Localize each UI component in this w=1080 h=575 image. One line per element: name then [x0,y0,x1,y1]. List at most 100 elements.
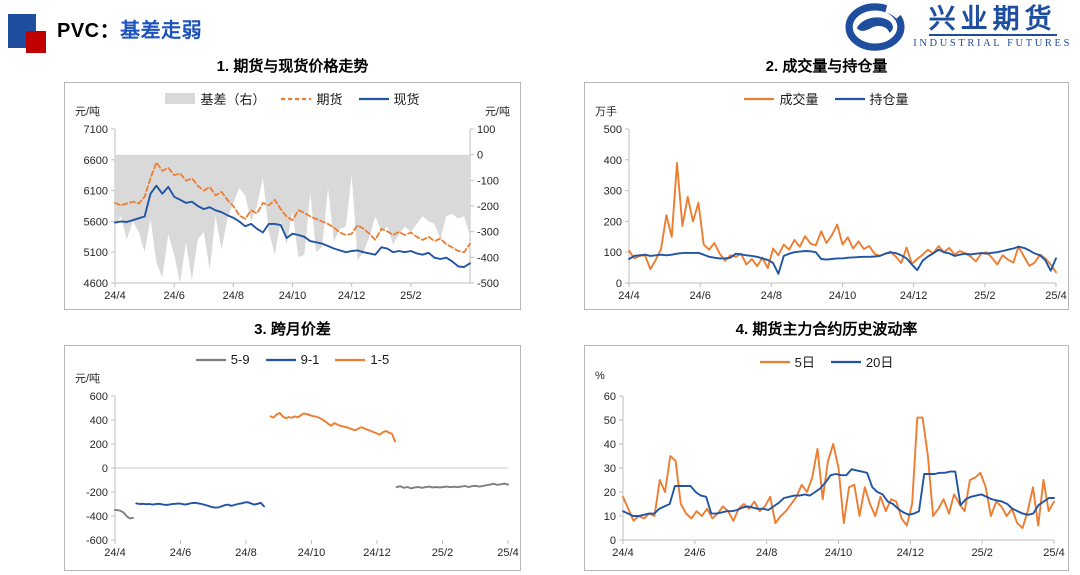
legend-item: 20日 [830,352,894,371]
x-tick-label: 24/10 [298,547,326,559]
series-group [114,154,471,283]
series-line-0 [628,161,1057,274]
chart-svg: 60 50 40 30 20 10 024/4 24/6 24/8 24/10 24/12 25/2 2… [604,391,1065,559]
legend-line-marker-icon [830,360,861,363]
x-tick-label: 25/4 [1043,547,1064,559]
chart-title-4: 4. 期货主力合约历史波动率 [735,321,918,338]
y-tick-label: 5600 [84,216,108,228]
x-tick-label: 24/8 [223,290,244,302]
x-tick-label: 25/2 [974,290,995,302]
chart-section-volatility: 4. 期货主力合约历史波动率 5日 20日% 60 50 40 30 20 10 0 24/4 24… [584,320,1069,571]
x-tick-label: 24/4 [618,290,639,302]
chart-svg: 7100 6600 6100 5600 5100 4600 100 0 -100 -200 -300… [84,124,500,302]
y-tick-label: 4600 [84,278,108,290]
series-group [628,161,1057,275]
legend-item: 期货 [281,89,343,108]
legend-label: 1-5 [370,352,390,367]
y-tick-label: 6100 [84,186,108,198]
chart-legend: 基差（右） 期货 现货 [65,89,520,108]
chart-legend: 5日 20日 [585,352,1068,371]
legend-line-marker-icon [744,97,775,100]
series-line-1 [622,468,1055,517]
chart-panel-price-trend: 基差（右） 期货 现货 元/吨 元/吨 7100 6600 6100 5600 5100 4600 1… [64,82,521,310]
chart-section-volume-oi: 2. 成交量与持仓量 成交量 持仓量 万手 500 400 300 200 100 0 24/4 2… [584,57,1069,310]
legend-item: 9-1 [265,352,319,367]
legend-label: 成交量 [779,92,819,107]
x-tick-label: 24/6 [170,547,191,559]
chart-panel-volume-oi: 成交量 持仓量 万手 500 400 300 200 100 0 24/4 24/6 24/8 24/1… [584,82,1069,310]
series-line-2 [269,411,396,443]
left-axis-unit: % [595,370,605,382]
left-axis-unit: 万手 [595,106,617,118]
legend-label: 期货 [316,92,343,107]
y-tick-label: 0 [102,463,108,475]
page-title: PVC：基差走弱 [57,14,202,43]
chart-panel-calendar-spread: 5-9 9-1 1-5 元/吨 600 400 200 0 -200 -400 -600 24/4 24… [64,345,521,571]
legend-line-marker-icon [265,358,296,361]
x-tick-label: 24/12 [900,290,928,302]
chart-title-3: 3. 跨月价差 [254,321,331,338]
y-tick-label: -200 [86,487,108,499]
legend-item: 基差（右） [165,89,265,108]
right-y-tick-label: -300 [477,227,499,239]
legend-label: 5日 [794,355,815,370]
legend-item: 5-9 [195,352,250,367]
x-tick-label: 24/4 [612,547,633,559]
y-tick-label: 50 [604,415,616,427]
y-tick-label: 6600 [84,155,108,167]
chart-title-2: 2. 成交量与持仓量 [765,58,888,75]
right-y-tick-label: -200 [477,201,499,213]
legend-label: 现货 [393,92,420,107]
legend-item: 成交量 [744,89,819,108]
y-tick-label: 0 [610,535,616,547]
x-tick-label: 24/8 [756,547,777,559]
x-tick-label: 24/10 [279,290,307,302]
x-tick-label: 25/4 [1045,290,1066,302]
legend-line-marker-icon [195,358,226,361]
chart-section-calendar-spread: 3. 跨月价差 5-9 9-1 1-5 元/吨 600 400 200 0 -200 -400 -6… [64,320,521,571]
series-line-0 [622,416,1055,529]
legend-line-marker-icon [759,360,790,363]
y-tick-label: 20 [604,487,616,499]
x-tick-label: 25/4 [497,547,518,559]
y-tick-label: 200 [604,216,622,228]
right-y-tick-label: -100 [477,175,499,187]
y-tick-label: 500 [604,124,622,136]
y-tick-label: 300 [604,186,622,198]
legend-item: 持仓量 [834,89,909,108]
x-tick-label: 24/6 [163,290,184,302]
series-line-0 [114,509,134,520]
right-y-tick-label: -500 [477,278,499,290]
x-tick-label: 24/10 [829,290,857,302]
x-tick-label: 25/2 [400,290,421,302]
legend-line-marker-icon [358,97,389,100]
legend-item: 现货 [358,89,420,108]
x-tick-label: 24/6 [689,290,710,302]
chart-legend: 5-9 9-1 1-5 [65,352,520,367]
axes: 500 400 300 200 100 024/4 24/6 24/8 24/10 24/12 25… [604,124,1067,302]
legend-line-marker-icon [281,97,312,100]
axes: 60 50 40 30 20 10 024/4 24/6 24/8 24/10 24/12 25/2 2… [604,391,1065,559]
left-axis-unit: 元/吨 [75,373,101,385]
y-tick-label: 600 [90,391,108,403]
legend-label: 20日 [865,355,894,370]
header-accent-red-square [26,31,46,53]
x-tick-label: 24/12 [363,547,391,559]
series-line-1 [135,501,265,509]
series-line-1 [628,245,1057,275]
logo-company-name: 兴业期货 [928,4,1057,37]
right-y-tick-label: -400 [477,252,499,264]
chart-svg: 500 400 300 200 100 024/4 24/6 24/8 24/10 24/12 25… [604,124,1067,302]
page-title-prefix: PVC： [57,20,121,42]
x-tick-label: 24/10 [825,547,853,559]
legend-item: 1-5 [335,352,389,367]
y-tick-label: -600 [86,535,108,547]
legend-item: 5日 [759,352,815,371]
logo-text: 兴业期货 INDUSTRIAL FUTURES [913,4,1072,49]
right-y-tick-label: 0 [477,150,483,162]
x-tick-label: 24/12 [897,547,925,559]
y-tick-label: 30 [604,463,616,475]
series-area-0 [115,154,470,283]
x-tick-label: 25/2 [432,547,453,559]
logo-icon [845,3,905,51]
